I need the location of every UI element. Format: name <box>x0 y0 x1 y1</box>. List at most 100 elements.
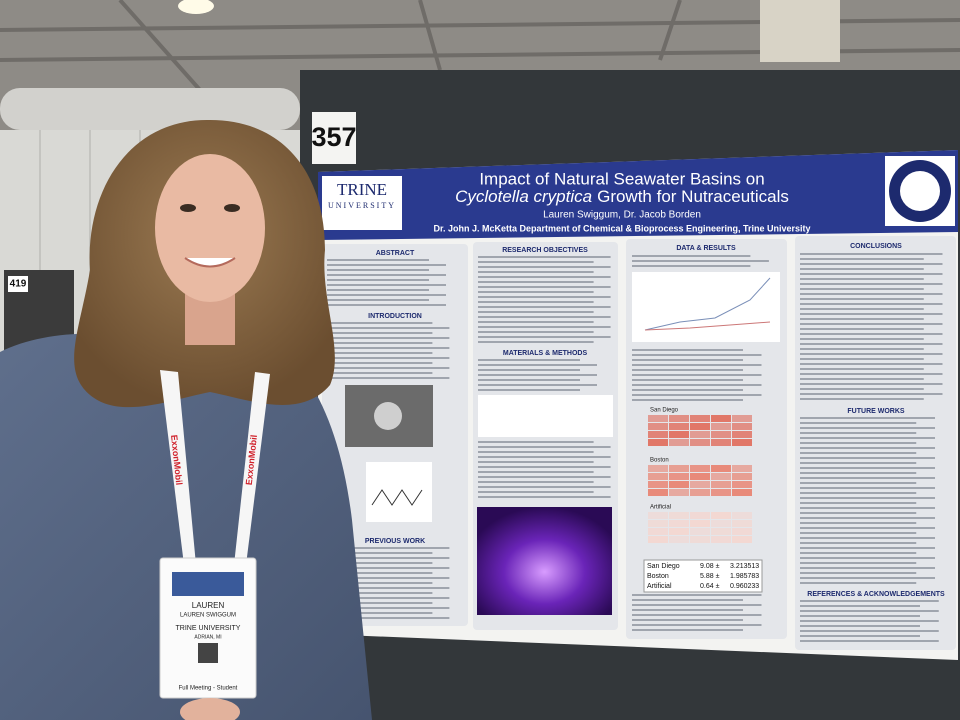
heatmap-cell <box>690 423 710 430</box>
growth-line <box>644 277 771 331</box>
badge-first-name: LAUREN <box>192 601 225 610</box>
seal-center <box>900 171 940 211</box>
heatmap-cell <box>690 536 710 543</box>
pillar <box>760 0 840 62</box>
diatom <box>374 402 402 430</box>
heatmap-cell <box>732 481 752 488</box>
ceiling-light <box>178 0 214 14</box>
growth-chart <box>632 272 780 342</box>
heatmap-cell <box>648 431 668 438</box>
hand <box>180 698 240 720</box>
poster-title: Impact of Natural Seawater Basins on <box>479 169 764 188</box>
species-name: Cyclotella cryptica <box>455 187 592 206</box>
section-heading: RESEARCH OBJECTIVES <box>502 247 588 254</box>
heatmap-cell <box>732 423 752 430</box>
heatmap-cell <box>732 415 752 422</box>
table-cell: 1.985783 <box>730 573 759 580</box>
molecule-structure <box>371 489 423 506</box>
logo <box>322 176 402 230</box>
eye <box>180 204 196 212</box>
title-rest: Growth for Nutraceuticals <box>597 187 789 206</box>
heatmap-cell <box>711 528 731 535</box>
heatmap-cell <box>669 473 689 480</box>
poster-header <box>318 150 958 240</box>
heatmap-cell <box>648 512 668 519</box>
heatmap-cell <box>669 439 689 446</box>
section-heading: DATA & RESULTS <box>676 245 736 252</box>
heatmap-cell <box>669 465 689 472</box>
table-cell: San Diego <box>647 563 680 570</box>
section-heading: REFERENCES & ACKNOWLEDGEMENTS <box>807 591 945 598</box>
heatmap-cell <box>732 528 752 535</box>
heatmap-cell <box>648 439 668 446</box>
heatmap-cell <box>690 431 710 438</box>
badge-banner <box>172 572 244 596</box>
results-table-text: San Diego 9.08 ± 3.213513 Boston 5.88 ± 1.985… <box>647 563 759 590</box>
results-table <box>643 559 763 593</box>
heatmap-cell <box>669 489 689 496</box>
heatmap-cell <box>648 465 668 472</box>
booth-number: 357 <box>311 122 356 152</box>
table-cell: 3.213513 <box>730 563 759 570</box>
heatmap-cell <box>690 512 710 519</box>
heatmap-cell <box>732 536 752 543</box>
heatmap-cell <box>690 528 710 535</box>
heatmap-cell <box>669 512 689 519</box>
heatmap-cell <box>669 431 689 438</box>
face <box>155 154 265 302</box>
heatmap-cell <box>711 431 731 438</box>
heatmap-cell <box>732 465 752 472</box>
lanyard <box>234 372 270 565</box>
heatmap-cell <box>711 415 731 422</box>
heatmap-cell <box>669 536 689 543</box>
heatmap-cell <box>732 439 752 446</box>
heatmap-cell <box>711 465 731 472</box>
badge-location: ADRIAN, MI <box>194 634 221 640</box>
heatmap-cell <box>669 415 689 422</box>
heatmap-cell <box>669 423 689 430</box>
culture-photo <box>477 507 612 615</box>
heatmap-label: Artificial <box>650 505 671 511</box>
poster-department: Dr. John J. McKetta Department of Chemic… <box>433 223 810 233</box>
heatmap-cell <box>711 423 731 430</box>
heatmap-cell <box>648 520 668 527</box>
heatmap-cell <box>732 489 752 496</box>
heatmap-cell <box>711 481 731 488</box>
heatmap-cell <box>690 439 710 446</box>
heatmap-cell <box>648 473 668 480</box>
section-heading: MATERIALS & METHODS <box>503 350 588 357</box>
section-heading: INTRODUCTION <box>368 313 422 320</box>
booth-number: 419 <box>10 279 27 290</box>
heatmap-cell <box>690 481 710 488</box>
table-cell: 0.960233 <box>730 583 759 590</box>
heatmap-cell <box>648 536 668 543</box>
heatmap-cell <box>711 536 731 543</box>
heatmap-cell <box>669 481 689 488</box>
table-cell: Artificial <box>647 583 672 590</box>
section-heading: PREVIOUS WORK <box>365 538 425 545</box>
molecule-diagram <box>366 462 432 522</box>
heatmap-cell <box>648 415 668 422</box>
heatmaps <box>648 415 752 543</box>
heatmap-label: San Diego <box>650 408 679 414</box>
poster-title: Cyclotella cryptica Growth for Nutraceuti… <box>455 187 789 206</box>
heatmap-cell <box>732 512 752 519</box>
heatmap-cell <box>690 489 710 496</box>
heatmap-cell <box>690 465 710 472</box>
heatmap-cell <box>711 520 731 527</box>
badge-affiliation: TRINE UNIVERSITY <box>176 625 241 632</box>
booth-sign <box>312 112 356 164</box>
heatmap-cell <box>711 439 731 446</box>
table-cell: 0.64 ± <box>700 583 720 590</box>
badge-registration: Full Meeting - Student <box>179 686 238 692</box>
logo-name: TRINE <box>337 180 387 199</box>
heatmap-cell <box>732 473 752 480</box>
badge-full-name: LAUREN SWIGGUM <box>180 613 236 619</box>
section-heading: FUTURE WORKS <box>847 408 904 415</box>
poster-authors: Lauren Swiggum, Dr. Jacob Borden <box>543 210 701 221</box>
heatmap-cell <box>690 520 710 527</box>
heatmap-cell <box>669 528 689 535</box>
table-cell: 9.08 ± <box>700 563 720 570</box>
